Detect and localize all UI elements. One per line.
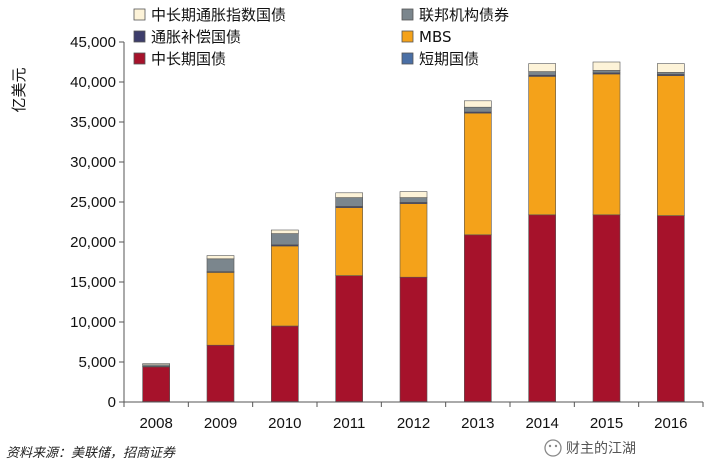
legend-swatch-longterm: [133, 52, 146, 65]
source-note: 资料来源：美联储，招商证券: [6, 446, 176, 461]
watermark-text: 财主的江湖: [566, 441, 636, 457]
bar-segment-series-2: [206, 272, 235, 346]
bar-segment-series-4: [335, 197, 363, 207]
bar-segment-series-1: [592, 214, 621, 402]
bar-segment-series-5: [399, 191, 428, 198]
bar-stack-2008: [142, 363, 170, 403]
y-tick-label: 20,000: [70, 234, 116, 251]
y-axis-title: 亿美元: [10, 67, 28, 112]
bar-segment-series-1: [657, 215, 685, 402]
bar-stack-2009: [206, 255, 235, 403]
bar-segment-series-1: [142, 366, 170, 402]
wechat-icon: [544, 439, 562, 457]
x-tick-label: 2012: [397, 415, 430, 432]
bar-segment-series-4: [657, 72, 685, 75]
legend-label-longterm: 中长期国债: [151, 50, 226, 68]
bar-stack-2011: [335, 192, 363, 403]
x-tick-label: 2014: [525, 415, 558, 432]
bar-segment-series-4: [464, 106, 492, 113]
wechat-icon-eye-right: [554, 444, 558, 448]
legend-label-agency: 联邦机构债券: [419, 6, 509, 24]
bar-segment-series-5: [271, 229, 299, 234]
x-tick-label: 2008: [139, 415, 172, 432]
bar-segment-series-2: [399, 203, 428, 278]
y-tick-label: 0: [108, 394, 116, 411]
legend-swatch-mbs: [401, 30, 414, 43]
bar-segment-series-1: [528, 214, 556, 402]
bar-segment-series-4: [592, 70, 621, 74]
x-tick-label: 2010: [268, 415, 301, 432]
bar-segment-series-4: [206, 258, 235, 272]
bar-segment-series-2: [271, 245, 299, 327]
bar-segment-series-1: [206, 344, 235, 402]
bar-segment-series-1: [271, 325, 299, 402]
bar-stack-2015: [592, 61, 621, 403]
bar-segment-series-4: [271, 233, 299, 246]
y-tick-label: 5,000: [78, 354, 116, 371]
bar-segment-series-1: [335, 275, 363, 402]
bar-segment-series-5: [657, 63, 685, 73]
legend-label-inflation: 通胀补偿国债: [151, 28, 241, 46]
y-tick-label: 15,000: [70, 274, 116, 291]
x-tick-label: 2016: [654, 415, 687, 432]
y-tick-label: 25,000: [70, 194, 116, 211]
bar-stack-2010: [271, 229, 299, 403]
bar-segment-series-1: [464, 234, 492, 402]
bar-segment-series-1: [399, 276, 428, 402]
bar-segment-series-2: [657, 75, 685, 216]
wechat-icon-eye-left: [548, 444, 552, 448]
bar-segment-series-5: [142, 363, 170, 366]
legend-swatch-inflation: [133, 30, 146, 43]
bar-segment-series-2: [335, 207, 363, 276]
x-tick-label: 2011: [333, 415, 365, 432]
x-tick-label: 2015: [590, 415, 623, 432]
y-tick-label: 35,000: [70, 114, 116, 131]
bar-stack-2012: [399, 191, 428, 403]
bar-segment-series-4: [399, 197, 428, 203]
bar-stack-2013: [464, 100, 492, 403]
bar-segment-series-2: [464, 112, 492, 236]
bar-stack-2016: [657, 63, 685, 403]
x-axis: 2008 2009 2010 2011 2012 2013 2014 2015 2016: [123, 401, 704, 432]
bar-segment-series-2: [528, 76, 556, 216]
bar-segment-series-5: [206, 255, 235, 260]
bar-segment-series-5: [592, 61, 621, 71]
bars: [142, 61, 685, 403]
bar-segment-series-2: [592, 73, 621, 216]
y-tick-label: 10,000: [70, 314, 116, 331]
watermark: 财主的江湖: [544, 439, 636, 457]
y-axis: 0 5,000 10,000 15,000 20,000 25,000 30,000 35,0…: [70, 34, 125, 411]
legend-swatch-shortterm: [401, 52, 414, 65]
legend-swatch-tips: [133, 8, 146, 21]
legend-label-shortterm: 短期国债: [419, 50, 479, 68]
legend-swatch-agency: [401, 8, 414, 21]
bar-segment-series-4: [528, 71, 556, 76]
bar-segment-series-5: [335, 192, 363, 198]
bar-segment-series-5: [464, 100, 492, 108]
y-tick-label: 30,000: [70, 154, 116, 171]
legend-label-tips: 中长期通胀指数国债: [151, 6, 286, 24]
x-tick-label: 2009: [204, 415, 237, 432]
legend-label-mbs: MBS: [419, 28, 452, 46]
bar-segment-series-5: [528, 63, 556, 72]
y-tick-label: 45,000: [70, 34, 116, 51]
y-tick-label: 40,000: [70, 74, 116, 91]
bar-stack-2014: [528, 63, 556, 403]
x-tick-label: 2013: [461, 415, 494, 432]
